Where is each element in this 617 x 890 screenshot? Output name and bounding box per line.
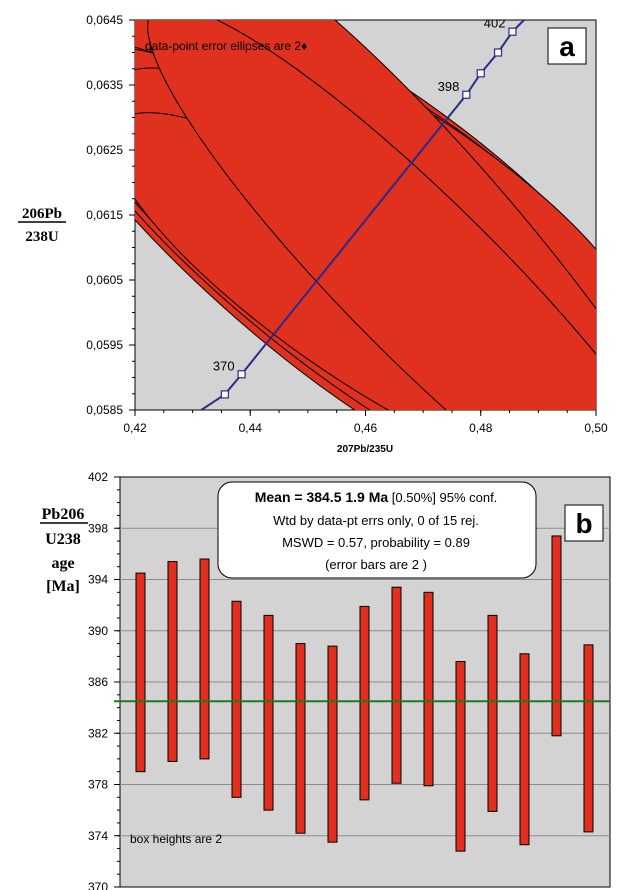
age-bar bbox=[167, 561, 178, 762]
panel-b-annotation: box heights are 2 bbox=[130, 832, 222, 846]
concordia-marker bbox=[220, 390, 229, 399]
age-bar bbox=[519, 653, 530, 846]
panel-b-info-line2: Wtd by data-pt errs only, 0 of 15 rej. bbox=[273, 513, 479, 528]
panel-b-label: b bbox=[575, 508, 592, 539]
age-bar bbox=[359, 605, 370, 801]
panel-a-axes: 0,42 0,44 0,46 0,48 0,50 0,0585 0,0595 0,0605 0,… bbox=[86, 13, 608, 435]
panel-b-bars bbox=[135, 535, 594, 852]
concordia-age-label: 402 bbox=[484, 16, 506, 31]
concordia-marker bbox=[508, 27, 517, 36]
y-tick-label: 374 bbox=[88, 829, 108, 843]
age-bar bbox=[583, 644, 594, 833]
y-tick-label: 378 bbox=[88, 778, 108, 792]
age-bar bbox=[487, 614, 498, 812]
age-bar bbox=[423, 591, 434, 787]
y-tick-label: 0,0605 bbox=[86, 273, 123, 287]
y-tick-label: 394 bbox=[88, 573, 108, 587]
x-tick-label: 0,44 bbox=[239, 421, 263, 435]
panel-a: 370 398 402 0,42 0,44 0,46 0,48 0,50 0,0585 0,05… bbox=[18, 13, 608, 455]
y-tick-label: 0,0615 bbox=[86, 208, 123, 222]
panel-a-annotation: data-point error ellipses are 2♦ bbox=[145, 39, 307, 53]
age-bar bbox=[199, 558, 210, 760]
panel-a-label: a bbox=[559, 31, 575, 62]
age-bar bbox=[295, 643, 306, 834]
x-tick-label: 0,42 bbox=[123, 421, 147, 435]
panel-b-info-line1: Mean = 384.5 1.9 Ma [0.50%] 95% conf. bbox=[255, 489, 498, 505]
error-ellipse bbox=[147, 20, 596, 410]
y-tick-label: 0,0645 bbox=[86, 13, 123, 27]
y-tick-label: 0,0585 bbox=[86, 403, 123, 417]
concordia-age-label: 398 bbox=[438, 79, 460, 94]
concordia-marker bbox=[462, 90, 471, 99]
y-tick-label: 0,0635 bbox=[86, 78, 123, 92]
panel-b-info-line3: MSWD = 0.57, probability = 0.89 bbox=[282, 535, 470, 550]
panel-a-ylabel-bottom: 238U bbox=[25, 229, 59, 245]
x-tick-label: 0,46 bbox=[354, 421, 378, 435]
age-bar bbox=[455, 661, 466, 852]
age-bar bbox=[263, 614, 274, 811]
age-bar bbox=[135, 572, 146, 773]
panel-b-info-line1-bold: Mean = 384.5 1.9 Ma bbox=[255, 489, 389, 505]
y-tick-label: 382 bbox=[88, 726, 108, 740]
concordia-marker bbox=[493, 48, 503, 57]
y-tick-label: 402 bbox=[88, 470, 108, 484]
panel-b-label-box bbox=[564, 504, 604, 542]
panel-a-concordia: 370 398 402 bbox=[200, 16, 525, 410]
panel-a-ylabel-top: 206Pb bbox=[22, 206, 62, 222]
age-bar bbox=[391, 586, 402, 784]
panel-a-label-box bbox=[547, 27, 587, 65]
age-bar bbox=[231, 600, 242, 798]
y-tick-label: 386 bbox=[88, 675, 108, 689]
age-bar bbox=[551, 535, 562, 737]
panel-b: 370 374 378 382 386 390 394 398 402 Mean = 384.5… bbox=[40, 470, 611, 890]
concordia-age-label: 370 bbox=[213, 358, 235, 373]
panel-b-ylabel: Pb206 U238 age [Ma] bbox=[40, 506, 88, 595]
panel-b-axes: 370 374 378 382 386 390 394 398 402 bbox=[88, 470, 120, 890]
y-tick-label: 0,0595 bbox=[86, 338, 123, 352]
x-tick-label: 0,50 bbox=[584, 421, 608, 435]
panel-b-info-box bbox=[217, 481, 537, 579]
panel-b-info-line4: (error bars are 2 ) bbox=[325, 557, 427, 572]
y-tick-label: 370 bbox=[88, 880, 108, 890]
panel-b-ylabel-line: [Ma] bbox=[46, 578, 80, 595]
panel-a-ellipses bbox=[135, 20, 596, 410]
y-tick-label: 398 bbox=[88, 521, 108, 535]
panel-b-info-line1-rest: [0.50%] 95% conf. bbox=[388, 490, 497, 505]
panel-b-ylabel-line: age bbox=[51, 555, 74, 572]
panel-b-ylabel-line: Pb206 bbox=[42, 506, 85, 523]
age-bar bbox=[327, 645, 338, 843]
concordia-marker bbox=[237, 370, 246, 379]
y-tick-label: 390 bbox=[88, 624, 108, 638]
y-tick-label: 0,0625 bbox=[86, 143, 123, 157]
panel-a-xlabel: 207Pb/235U bbox=[337, 444, 393, 455]
panel-b-ylabel-line: U238 bbox=[45, 531, 81, 548]
x-tick-label: 0,48 bbox=[469, 421, 493, 435]
concordia-marker bbox=[476, 69, 485, 78]
